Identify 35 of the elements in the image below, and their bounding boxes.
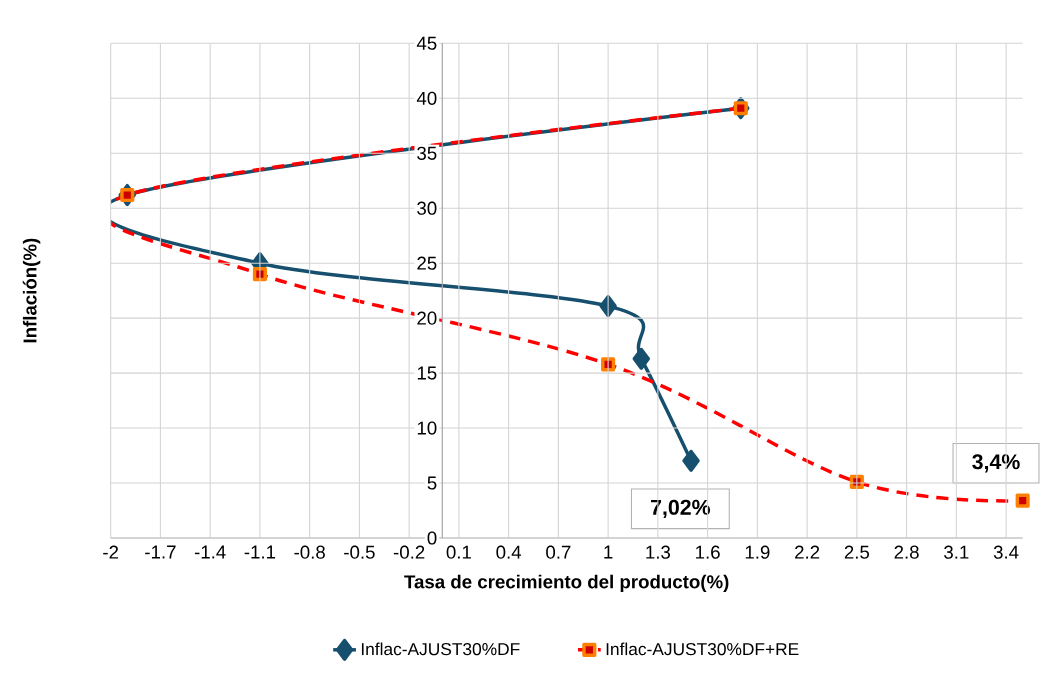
x-tick-label: -0.2 — [393, 545, 425, 559]
y-tick-label: 25 — [417, 256, 437, 270]
y-tick-label: 40 — [416, 91, 437, 105]
x-tick-label: -0.5 — [344, 545, 375, 559]
x-tick-label: 1.9 — [745, 545, 770, 559]
y-axis-title: Inflación(%) — [22, 238, 41, 343]
x-tick-label: 3.4 — [993, 545, 1019, 559]
x-tick-label: -0.8 — [294, 545, 325, 559]
x-tick-label: 0.1 — [446, 545, 471, 559]
annotation: 3,4% — [972, 454, 1020, 473]
x-axis-title: Tasa de crecimiento del producto(%) — [404, 574, 729, 593]
x-tick-label: 3.1 — [944, 545, 969, 559]
x-tick-label: 1.6 — [696, 545, 720, 559]
y-tick-label: 10 — [417, 421, 437, 435]
x-tick-label: 2.8 — [894, 545, 919, 559]
y-tick-label: 45 — [416, 36, 437, 50]
x-tick-label: 1.3 — [646, 545, 671, 559]
legend-label: Inflac-AJUST30%DF — [361, 642, 520, 656]
legend-label: Inflac-AJUST30%DF+RE — [606, 642, 799, 656]
y-tick-label: 20 — [417, 311, 437, 325]
y-tick-label: 5 — [427, 476, 437, 490]
y-tick-label: 0 — [427, 531, 437, 545]
x-tick-label: 2.2 — [795, 545, 820, 559]
x-tick-label: -2 — [103, 545, 119, 559]
x-tick-label: 0.7 — [546, 545, 571, 559]
y-tick-label: 35 — [417, 146, 437, 160]
x-tick-label: 2.5 — [844, 545, 870, 559]
x-tick-label: 1 — [604, 545, 613, 559]
x-tick-label: 0.4 — [496, 545, 522, 559]
x-tick-label: -1.4 — [194, 545, 226, 559]
x-tick-label: -1.7 — [145, 545, 176, 559]
y-tick-label: 30 — [417, 201, 437, 215]
annotation: 7,02% — [651, 499, 711, 518]
y-tick-label: 15 — [417, 366, 437, 380]
x-tick-label: -1.1 — [244, 545, 276, 559]
